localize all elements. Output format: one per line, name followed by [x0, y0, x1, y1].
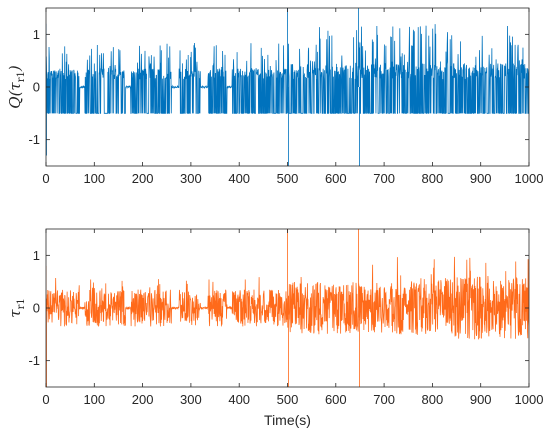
- x-tick-label: 200: [132, 392, 154, 407]
- x-tick-label: 800: [422, 392, 444, 407]
- y-axis-label: τr1: [6, 298, 27, 317]
- x-tick-label: 600: [325, 171, 347, 186]
- y-tick-label: 1: [33, 248, 40, 263]
- y-axis-label-close: ): [6, 65, 24, 72]
- x-tick-label: 200: [132, 171, 154, 186]
- x-tick-label: 700: [373, 171, 395, 186]
- x-tick-label: 1000: [515, 392, 544, 407]
- y-tick-label: -1: [28, 132, 40, 147]
- signal-line: [46, 8, 529, 166]
- x-tick-label: 600: [325, 392, 347, 407]
- x-tick-label: 100: [83, 392, 105, 407]
- y-tick-label: 1: [33, 27, 40, 42]
- y-axis-label-main: τ: [6, 309, 24, 318]
- y-tick-label: -1: [28, 353, 40, 368]
- x-tick-label: 300: [180, 171, 202, 186]
- x-tick-label: 400: [228, 392, 250, 407]
- y-axis-label-sub: r1: [16, 298, 27, 309]
- x-tick-label: 0: [42, 171, 49, 186]
- x-tick-label: 900: [470, 171, 492, 186]
- y-axis-label-main: Q(τ: [6, 82, 24, 109]
- x-tick-label: 0: [42, 392, 49, 407]
- x-tick-label: 500: [277, 392, 299, 407]
- x-tick-label: 700: [373, 392, 395, 407]
- x-tick-label: 300: [180, 392, 202, 407]
- y-axis-label: Q(τr1): [6, 65, 27, 109]
- x-tick-label: 800: [422, 171, 444, 186]
- x-tick-label: 900: [470, 392, 492, 407]
- signal-line: [46, 229, 529, 387]
- x-tick-label: 500: [277, 171, 299, 186]
- x-tick-label: 100: [83, 171, 105, 186]
- x-tick-label: 1000: [515, 171, 544, 186]
- x-tick-label: 400: [228, 171, 250, 186]
- top-chart-panel: 0 100 200 300 400 500 600 700 800 900 1000 -1 0 1 Q(τr…: [6, 7, 544, 186]
- y-tick-label: 0: [33, 80, 40, 95]
- y-tick-label: 0: [33, 301, 40, 316]
- y-axis-label-sub: r1: [16, 71, 27, 82]
- bottom-chart-panel: 0 100 200 300 400 500 600 700 800 900 1000 -1 0 1 τr1 T…: [6, 228, 544, 428]
- x-axis-label: Time(s): [264, 412, 311, 428]
